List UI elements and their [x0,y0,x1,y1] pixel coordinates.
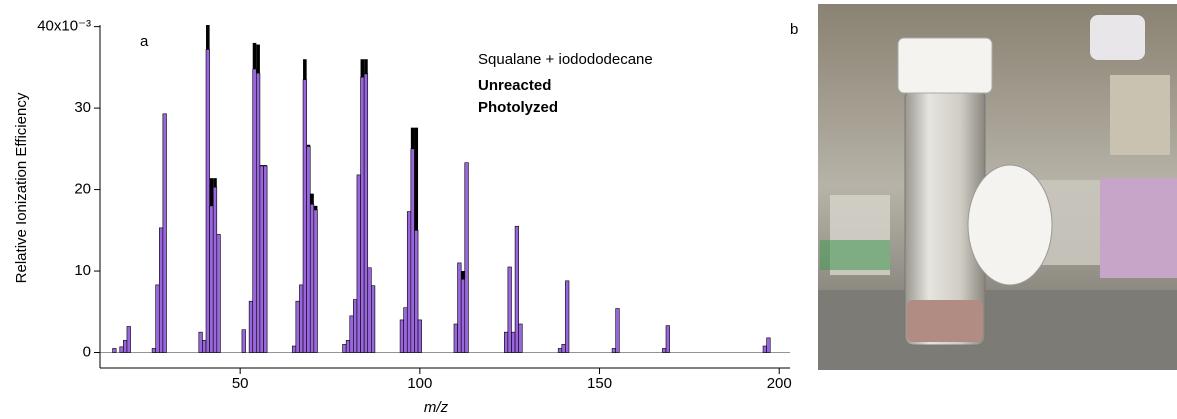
y-tick-label: 30 [74,99,91,116]
bar-photolyzed [518,323,523,353]
panel-label: a [140,33,149,50]
bar-photolyzed [252,68,257,353]
bar-photolyzed [209,205,214,353]
bar-photolyzed [162,113,167,353]
bar-photolyzed [259,165,264,353]
bar-photolyzed [151,348,157,353]
bar-photolyzed [665,325,670,353]
bar-photolyzed [295,300,300,353]
x-tick-label: 200 [767,375,792,392]
bar-photolyzed [762,345,767,353]
bar-photolyzed [112,348,117,353]
bar-photolyzed [212,186,218,353]
bar-photolyzed [155,284,160,353]
bar-photolyzed [611,348,617,353]
bar-photolyzed [371,285,376,353]
bar-photolyzed [123,339,128,353]
bar-photolyzed [313,209,318,353]
bar-photolyzed [309,203,315,353]
bar-photolyzed [507,266,512,353]
bar-photolyzed [119,346,124,353]
bar-photolyzed [514,225,519,353]
bar-photolyzed [263,165,268,353]
bar-photolyzed [565,280,570,353]
bar-photolyzed [353,299,358,353]
bar-photolyzed [306,146,311,353]
y-tick-label: 0 [83,343,91,360]
bar-photolyzed [356,174,361,353]
bar-photolyzed [766,337,771,353]
x-tick-label: 150 [587,375,612,392]
y-tick-label: 40x10⁻³ [37,18,91,35]
bar-photolyzed [561,344,566,353]
bar-photolyzed [403,307,408,353]
bar-photolyzed [241,329,246,353]
bar-photolyzed [511,331,516,353]
bar-photolyzed [349,315,354,353]
bar-photolyzed [291,345,297,353]
bar-photolyzed [453,323,458,353]
legend-entry: Photolyzed [478,99,558,116]
legend-title: Squalane + iodododecane [478,51,653,68]
bar-photolyzed [410,148,415,353]
bar-photolyzed [363,73,369,353]
bar-photolyzed [248,300,254,353]
bar-photolyzed [503,331,509,353]
legend-entry: Unreacted [478,77,551,94]
bar-photolyzed [460,278,466,353]
y-tick-label: 20 [74,181,91,198]
bar-photolyzed [216,234,221,353]
bar-photolyzed [557,348,563,353]
bar-photolyzed [367,267,372,353]
bar-photolyzed [457,262,462,353]
panel-label: b [790,21,798,38]
bar-photolyzed [464,162,469,353]
bar-photolyzed [360,76,365,353]
bar-photolyzed [256,72,261,353]
bar-photolyzed [202,339,207,353]
bar-photolyzed [299,284,304,353]
x-axis-label: m/z [424,399,449,416]
bar-photolyzed [342,344,347,353]
bar-photolyzed [198,331,203,353]
x-tick-label: 50 [232,375,249,392]
bar-photolyzed [417,319,422,353]
bar-photolyzed [302,79,307,353]
y-tick-label: 10 [74,262,91,279]
x-tick-label: 100 [407,375,432,392]
bar-photolyzed [414,230,419,353]
bar-photolyzed [345,339,351,353]
bar-photolyzed [158,227,164,353]
bar-photolyzed [662,348,667,353]
y-axis-label: Relative Ionization Efficiency [13,92,30,283]
bar-photolyzed [399,319,404,353]
bar-photolyzed [615,308,620,353]
bar-photolyzed [126,326,131,353]
photo [818,4,1177,370]
bar-photolyzed [406,211,412,353]
bar-photolyzed [205,49,210,353]
